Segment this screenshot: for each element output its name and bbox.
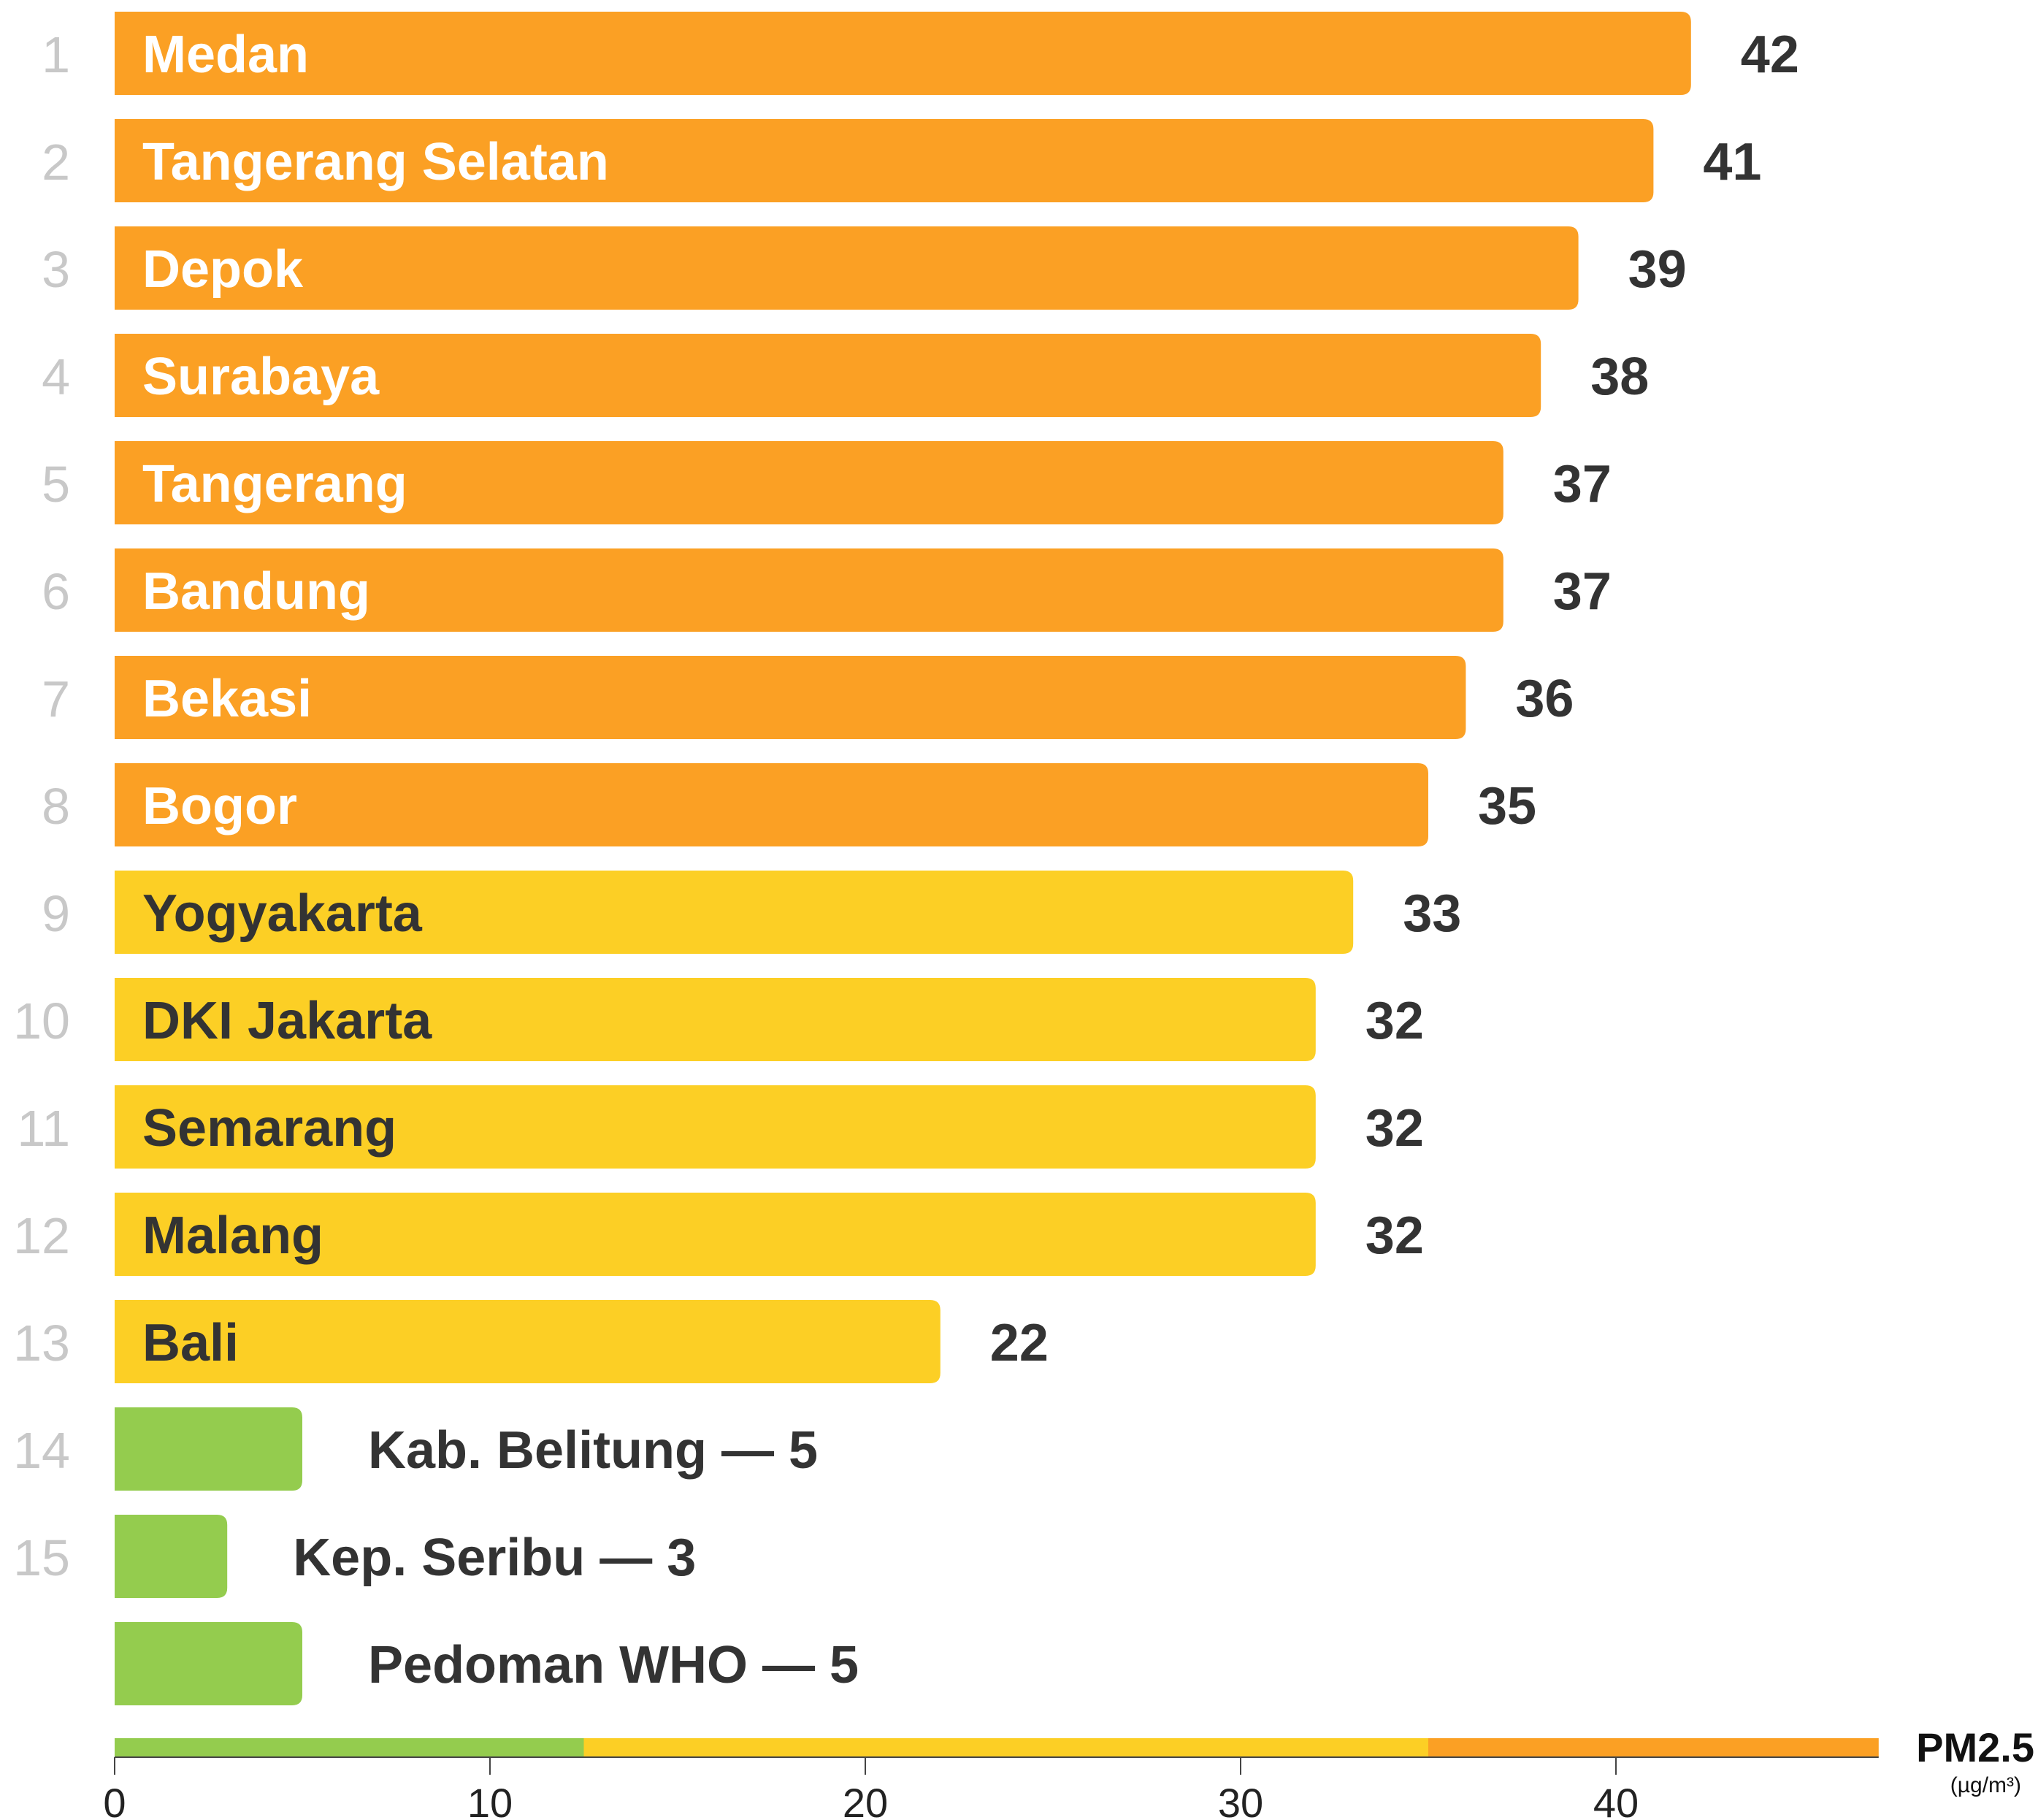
bar-label: Kab. Belitung — 5 xyxy=(368,1421,818,1480)
rank-label: 4 xyxy=(42,348,70,405)
bar-label: Malang xyxy=(142,1207,323,1265)
bar-row: 8 Bogor 35 xyxy=(42,763,1536,846)
bar-label: Bekasi xyxy=(142,670,312,728)
value-label: 42 xyxy=(1741,26,1799,84)
bar-row: 15 Kep. Seribu — 3 xyxy=(13,1515,696,1598)
rank-label: 6 xyxy=(42,563,70,620)
rank-label: 3 xyxy=(42,241,70,298)
x-axis-ticks: 0 10 20 30 40 xyxy=(103,1757,1639,1820)
bar xyxy=(115,1193,1316,1276)
x-tick-label: 10 xyxy=(467,1780,513,1820)
value-label: 41 xyxy=(1703,133,1761,191)
x-axis: 0 10 20 30 40 PM2.5 (µg/m³) xyxy=(103,1724,2034,1820)
bars-layer: 1 Medan 42 2 Tangerang Selatan 41 3 Depok 39 4 Sur… xyxy=(13,12,1799,1705)
bar-label: Bandung xyxy=(142,562,370,621)
value-label: 39 xyxy=(1628,240,1687,299)
bar-label: Yogyakarta xyxy=(142,884,423,943)
bar-row: 13 Bali 22 xyxy=(13,1300,1049,1383)
rank-label: 5 xyxy=(42,456,70,513)
bar-row: 3 Depok 39 xyxy=(42,226,1687,310)
rank-label: 7 xyxy=(42,670,70,727)
value-label: 37 xyxy=(1553,562,1612,621)
bar xyxy=(115,763,1428,846)
rank-label: 9 xyxy=(42,885,70,942)
rank-label: 15 xyxy=(13,1529,70,1586)
bar-row: Pedoman WHO — 5 xyxy=(115,1622,859,1705)
rank-label: 13 xyxy=(13,1315,70,1372)
bar xyxy=(115,1407,302,1491)
rank-label: 12 xyxy=(13,1207,70,1264)
bar xyxy=(115,871,1354,954)
color-scale-orange-segment xyxy=(1428,1738,1879,1757)
bar-row: 12 Malang 32 xyxy=(13,1193,1424,1276)
bar-row: 7 Bekasi 36 xyxy=(42,656,1574,739)
rank-label: 8 xyxy=(42,778,70,835)
rank-label: 1 xyxy=(42,26,70,83)
rank-label: 11 xyxy=(17,1100,70,1157)
color-scale-green-segment xyxy=(115,1738,584,1757)
rank-label: 2 xyxy=(42,134,70,191)
bar xyxy=(115,1622,302,1705)
bar-label: Pedoman WHO — 5 xyxy=(368,1636,859,1694)
bar-row: 10 DKI Jakarta 32 xyxy=(13,978,1424,1061)
bar xyxy=(115,226,1579,310)
bar-label: Bogor xyxy=(142,777,297,836)
value-label: 33 xyxy=(1403,884,1461,943)
x-tick-label: 20 xyxy=(843,1780,888,1820)
bar-row: 2 Tangerang Selatan 41 xyxy=(42,119,1761,202)
bar-label: Depok xyxy=(142,240,304,299)
bar-label: Surabaya xyxy=(142,348,380,406)
bar-label: Bali xyxy=(142,1314,239,1372)
bar xyxy=(115,656,1466,739)
bar-label: Semarang xyxy=(142,1099,397,1158)
bar-label: Medan xyxy=(142,26,309,84)
value-label: 36 xyxy=(1515,670,1574,728)
bar-row: 4 Surabaya 38 xyxy=(42,334,1649,417)
x-tick-label: 30 xyxy=(1218,1780,1263,1820)
bar-label: Tangerang Selatan xyxy=(142,133,609,191)
rank-label: 10 xyxy=(13,993,70,1049)
value-label: 37 xyxy=(1553,455,1612,513)
bar-label: Tangerang xyxy=(142,455,407,513)
value-label: 22 xyxy=(990,1314,1049,1372)
rank-label: 14 xyxy=(13,1422,70,1479)
bar-row: 9 Yogyakarta 33 xyxy=(42,871,1461,954)
bar-row: 5 Tangerang 37 xyxy=(42,441,1612,524)
bar-label: Kep. Seribu — 3 xyxy=(293,1529,696,1587)
bar xyxy=(115,978,1316,1061)
color-scale-yellow-segment xyxy=(583,1738,1428,1757)
value-label: 32 xyxy=(1365,1207,1424,1265)
bar-row: 14 Kab. Belitung — 5 xyxy=(13,1407,818,1491)
bar-row: 6 Bandung 37 xyxy=(42,548,1612,632)
value-label: 32 xyxy=(1365,992,1424,1050)
bar xyxy=(115,334,1541,417)
bar xyxy=(115,1085,1316,1169)
x-tick-label: 40 xyxy=(1593,1780,1639,1820)
bar-label: DKI Jakarta xyxy=(142,992,432,1050)
value-label: 32 xyxy=(1365,1099,1424,1158)
bar xyxy=(115,12,1691,95)
bar-row: 1 Medan 42 xyxy=(42,12,1799,95)
x-axis-unit: (µg/m³) xyxy=(1950,1773,2021,1797)
bar-row: 11 Semarang 32 xyxy=(17,1085,1424,1169)
bar xyxy=(115,441,1503,524)
bar xyxy=(115,548,1503,632)
value-label: 38 xyxy=(1590,348,1649,406)
x-axis-title: PM2.5 xyxy=(1916,1724,2034,1770)
value-label: 35 xyxy=(1478,777,1536,836)
bar xyxy=(115,119,1654,202)
x-tick-label: 0 xyxy=(103,1780,126,1820)
bar xyxy=(115,1300,941,1383)
bar xyxy=(115,1515,228,1598)
